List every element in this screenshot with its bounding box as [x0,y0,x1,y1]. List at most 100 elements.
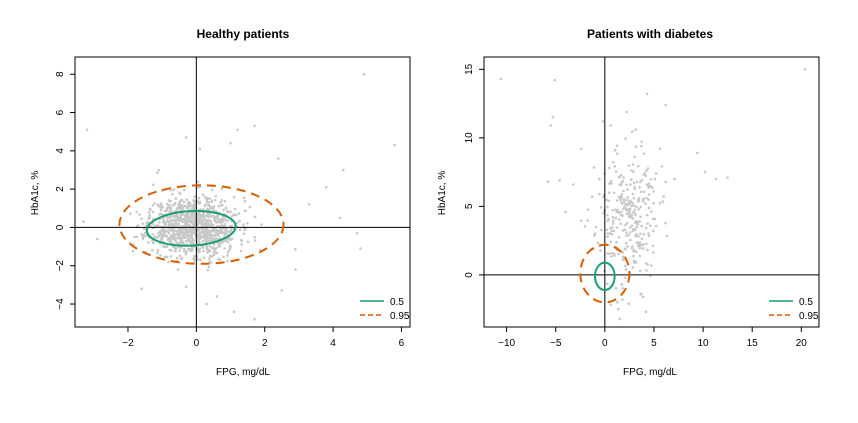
data-point [165,245,168,248]
data-point [179,238,183,242]
data-point [614,286,618,290]
data-point [240,243,243,246]
data-point [645,92,649,96]
data-point [637,164,640,168]
data-point [197,237,200,241]
data-point [143,234,147,238]
data-point [593,232,597,235]
data-point [168,203,171,207]
data-point [180,207,183,211]
data-point [196,258,200,261]
data-point [234,213,238,217]
data-point [638,241,642,244]
data-point [253,236,256,239]
data-point [210,239,214,243]
data-point [200,214,203,218]
data-point [665,234,669,238]
data-point [205,221,209,225]
data-point [198,241,201,244]
data-point [177,222,181,225]
data-point [609,255,613,258]
data-point [158,230,161,234]
data-point [164,209,168,213]
data-point [642,190,646,193]
data-point [135,235,139,239]
data-point [625,231,628,234]
data-point [590,195,594,199]
data-point [630,224,634,227]
data-point [232,310,236,314]
data-point [650,210,653,213]
data-point [226,254,229,257]
data-point [325,185,328,189]
data-point [172,188,176,191]
y-tick-label: 15 [464,63,475,75]
data-point [206,239,210,243]
data-point [162,244,165,248]
data-point [131,249,135,253]
data-point [198,216,201,220]
data-point [614,208,617,211]
chart-title: Patients with diabetes [587,27,713,41]
data-point [185,198,188,201]
data-point [164,222,167,226]
data-point [622,189,625,193]
data-point [615,241,618,244]
data-point [645,242,648,246]
data-point [183,232,186,235]
data-point [188,249,191,252]
data-point [628,199,631,202]
data-point [193,203,196,206]
data-point [393,143,396,147]
data-point [215,228,219,232]
data-point [598,192,601,196]
data-point [175,242,179,245]
data-point [643,173,646,176]
data-point [226,251,230,254]
data-point [173,218,176,221]
data-point [187,211,190,215]
data-point [184,216,187,219]
data-point [172,228,175,231]
data-point [204,239,207,243]
y-tick-label: 6 [55,109,66,115]
data-point [654,224,658,228]
data-point [222,208,225,212]
data-point [196,186,199,189]
data-point [221,231,224,234]
data-point [167,220,170,223]
data-point [625,234,628,237]
data-point [611,161,615,164]
x-axis-label: FPG, mg/dL [623,367,677,378]
data-point [620,201,623,205]
data-point [649,224,652,227]
data-point [228,236,231,240]
data-point [184,285,188,289]
data-point [714,177,718,181]
data-point [177,224,180,228]
data-point [621,179,625,183]
data-point [606,214,609,217]
data-point [179,199,183,202]
data-point [207,236,210,240]
data-point [203,196,207,199]
data-point [238,219,241,223]
legend-label-0.95: 0.95 [799,311,819,322]
data-point [652,229,655,233]
y-tick-label: −4 [55,298,66,310]
data-point [206,197,210,200]
data-point [159,254,162,257]
data-point [148,216,152,219]
data-point [619,173,623,177]
data-point [144,231,147,235]
data-point [201,246,205,249]
data-point [229,141,232,145]
data-point [191,219,194,223]
data-point [647,198,650,201]
data-point [564,210,567,214]
data-point [202,256,206,260]
data-point [624,264,627,268]
data-point [606,205,609,209]
data-point [636,222,639,225]
